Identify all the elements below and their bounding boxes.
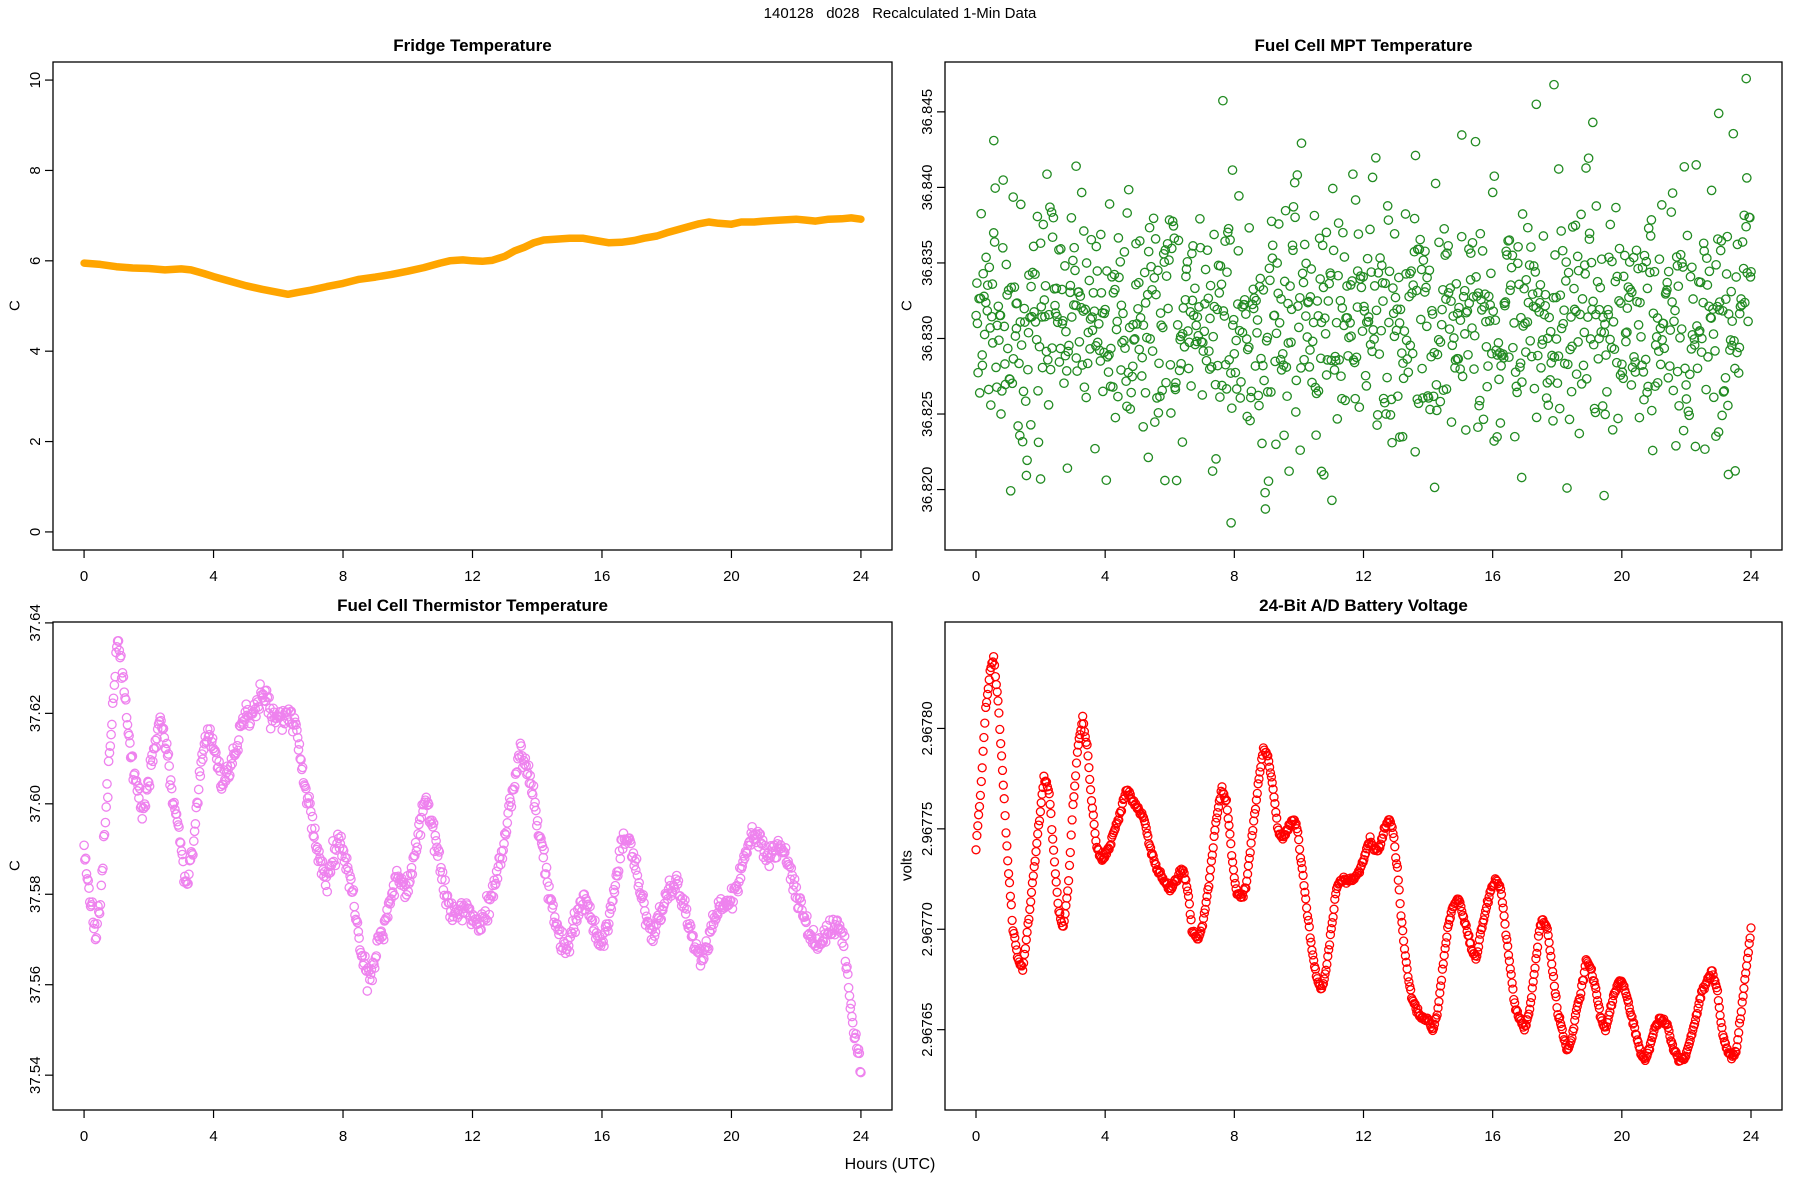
- svg-text:4: 4: [209, 1128, 217, 1145]
- svg-text:4: 4: [1101, 568, 1109, 585]
- svg-text:37.56: 37.56: [27, 966, 44, 1004]
- svg-text:16: 16: [594, 1128, 611, 1145]
- chart-title: 24-Bit A/D Battery Voltage: [1259, 596, 1468, 615]
- svg-text:0: 0: [972, 568, 980, 585]
- svg-text:2.96765: 2.96765: [919, 1003, 936, 1057]
- svg-text:2.96780: 2.96780: [919, 701, 936, 755]
- chart-title: Fridge Temperature: [393, 36, 552, 55]
- figure-title: 140128 d028 Recalculated 1-Min Data: [763, 5, 1037, 22]
- svg-text:36.835: 36.835: [919, 240, 936, 286]
- svg-text:12: 12: [1355, 1128, 1372, 1145]
- svg-text:24: 24: [1743, 568, 1760, 585]
- svg-text:4: 4: [27, 347, 44, 355]
- svg-text:8: 8: [27, 166, 44, 174]
- panel-battery-voltage: 24-Bit A/D Battery Voltage volts 0 4 8 12 16…: [899, 590, 1800, 1150]
- svg-text:8: 8: [339, 568, 347, 585]
- svg-text:0: 0: [80, 1128, 88, 1145]
- svg-text:20: 20: [723, 568, 740, 585]
- svg-text:8: 8: [1230, 568, 1238, 585]
- svg-text:24: 24: [853, 568, 870, 585]
- svg-text:2.96775: 2.96775: [919, 802, 936, 856]
- svg-text:4: 4: [1101, 1128, 1109, 1145]
- panel-fridge-temperature: Fridge Temperature C 0 4 8 12 16 20 24 0 2 4 6 8 10: [0, 30, 900, 590]
- svg-text:16: 16: [1484, 1128, 1501, 1145]
- svg-text:36.830: 36.830: [919, 316, 936, 362]
- svg-text:37.62: 37.62: [27, 695, 44, 733]
- svg-text:0: 0: [972, 1128, 980, 1145]
- svg-text:20: 20: [723, 1128, 740, 1145]
- svg-text:12: 12: [1355, 568, 1372, 585]
- chart-title: Fuel Cell MPT Temperature: [1254, 36, 1473, 55]
- svg-text:16: 16: [594, 568, 611, 585]
- svg-text:6: 6: [27, 257, 44, 265]
- svg-text:2: 2: [27, 437, 44, 445]
- fuel-cell-mpt-temperature-chart: 0 4 8 12 16 20 24 36.820 36.825 36.830 36.835 36.84…: [919, 61, 1783, 585]
- svg-text:37.60: 37.60: [27, 785, 44, 823]
- svg-text:8: 8: [339, 1128, 347, 1145]
- svg-text:4: 4: [209, 568, 217, 585]
- svg-text:36.840: 36.840: [919, 164, 936, 210]
- svg-text:8: 8: [1230, 1128, 1238, 1145]
- svg-text:24: 24: [853, 1128, 870, 1145]
- fuel-cell-thermistor-temperature-chart: 0 4 8 12 16 20 24 37.54 37.56 37.58 37.60 37.62 37.6…: [27, 604, 893, 1145]
- svg-text:12: 12: [464, 568, 481, 585]
- svg-text:12: 12: [464, 1128, 481, 1145]
- svg-text:0: 0: [80, 568, 88, 585]
- svg-text:2.96770: 2.96770: [919, 902, 936, 956]
- svg-text:37.64: 37.64: [27, 604, 44, 642]
- svg-text:20: 20: [1613, 568, 1630, 585]
- svg-text:0: 0: [27, 528, 44, 536]
- battery-voltage-chart: 0 4 8 12 16 20 24 2.96765 2.96770 2.96775 2.96780: [919, 621, 1783, 1145]
- svg-text:10: 10: [27, 72, 44, 89]
- svg-text:36.825: 36.825: [919, 391, 936, 437]
- shared-x-axis-label: Hours (UTC): [844, 1156, 936, 1173]
- svg-text:20: 20: [1613, 1128, 1630, 1145]
- chart-title: Fuel Cell Thermistor Temperature: [337, 596, 608, 615]
- panel-fuel-cell-thermistor-temperature: Fuel Cell Thermistor Temperature C 0 4 8 12…: [0, 590, 900, 1150]
- svg-text:36.820: 36.820: [919, 467, 936, 513]
- panel-fuel-cell-mpt-temperature: Fuel Cell MPT Temperature C 0 4 8 12 16 20 24 3…: [899, 30, 1800, 590]
- svg-text:37.58: 37.58: [27, 875, 44, 913]
- svg-text:24: 24: [1743, 1128, 1760, 1145]
- svg-text:36.845: 36.845: [919, 89, 936, 135]
- svg-text:37.54: 37.54: [27, 1056, 44, 1094]
- svg-text:16: 16: [1484, 568, 1501, 585]
